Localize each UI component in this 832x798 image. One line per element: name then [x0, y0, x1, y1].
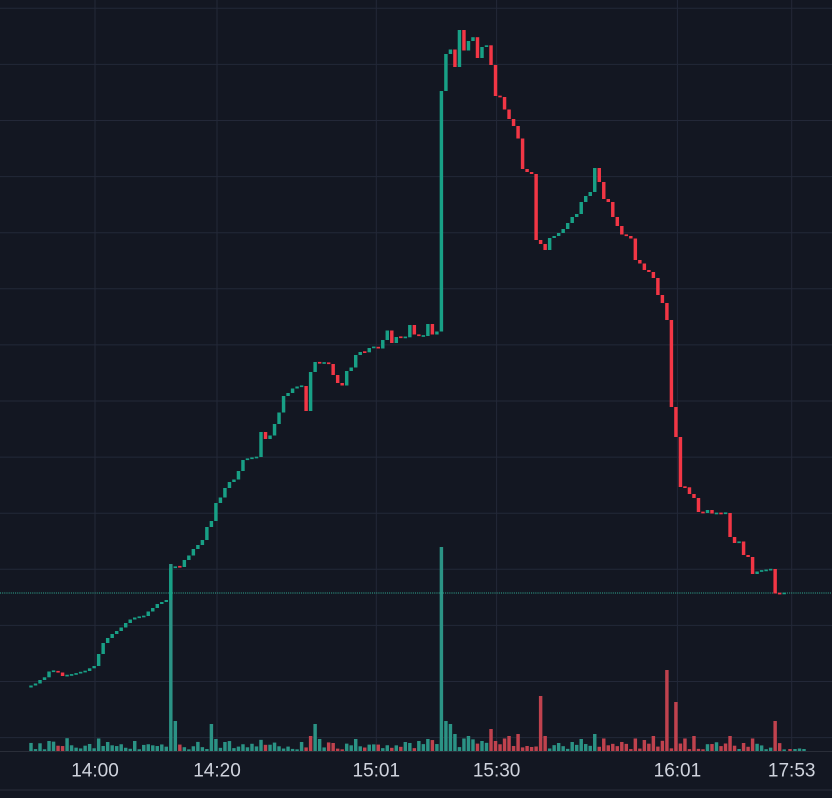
svg-text:17:53: 17:53 [768, 761, 816, 782]
svg-text:14:00: 14:00 [71, 761, 119, 782]
svg-text:16:01: 16:01 [654, 761, 702, 782]
svg-text:14:20: 14:20 [193, 761, 241, 782]
svg-text:15:01: 15:01 [353, 761, 401, 782]
svg-text:15:30: 15:30 [473, 761, 521, 782]
